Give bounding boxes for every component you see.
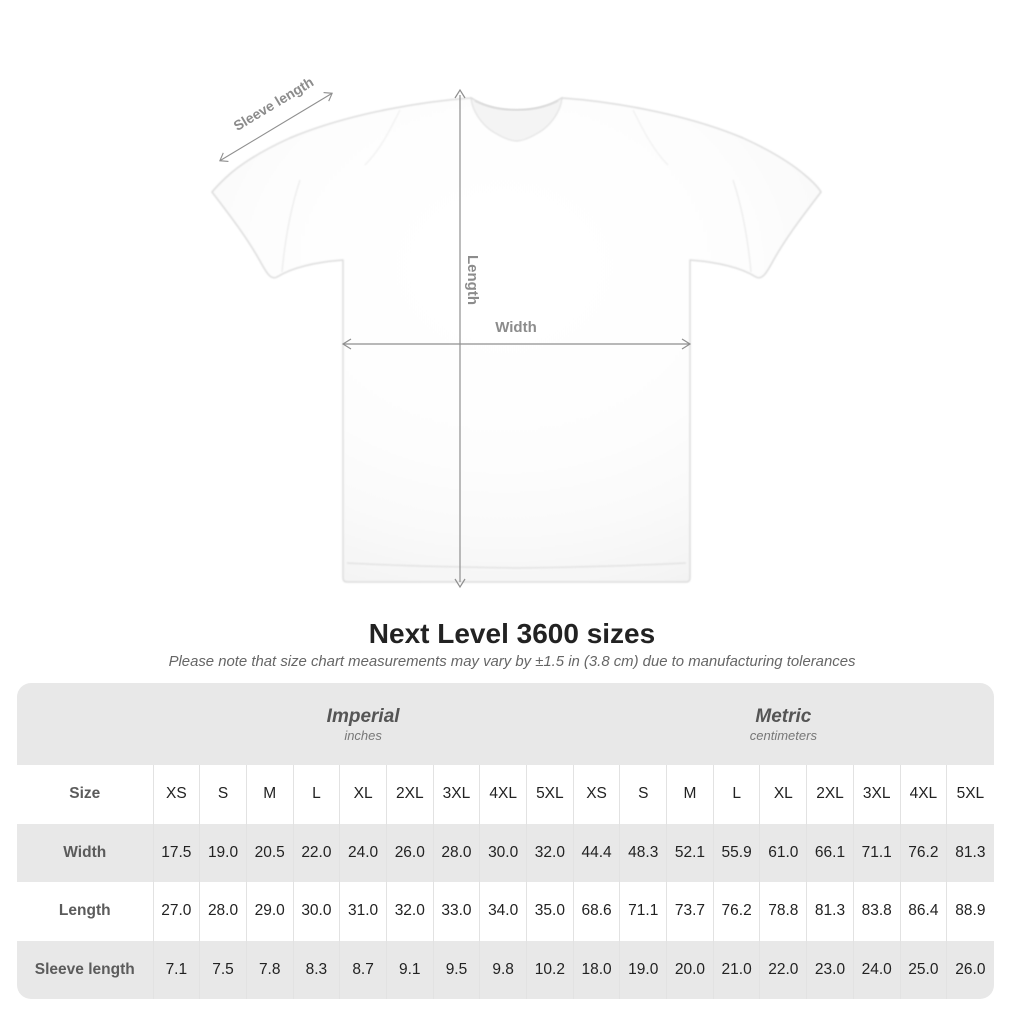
svg-text:Length: Length [464,255,481,305]
svg-text:Width: Width [495,319,537,336]
svg-text:Sleeve length: Sleeve length [231,74,317,134]
